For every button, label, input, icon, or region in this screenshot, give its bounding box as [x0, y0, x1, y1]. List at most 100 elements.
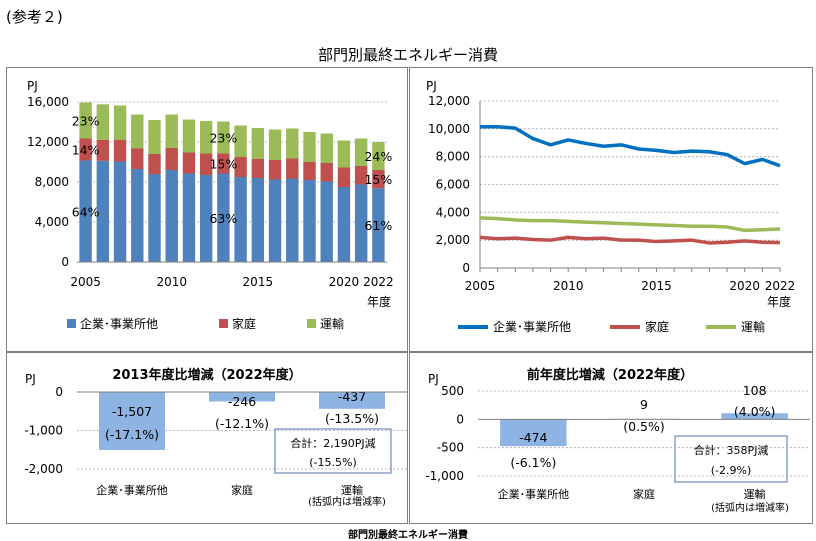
total-line-2: (-15.5%)	[309, 456, 357, 469]
y-unit-label: PJ	[428, 372, 439, 386]
y-tick-label: -500	[437, 441, 464, 455]
category-label: 家庭	[633, 487, 655, 501]
bar-segment	[79, 138, 92, 161]
rate-note: (括弧内は増減率)	[711, 501, 789, 514]
bar-segment	[337, 167, 351, 187]
total-box-frame	[274, 428, 392, 474]
bar-segment	[320, 163, 333, 182]
bar-segment	[268, 129, 282, 160]
bar-segment	[251, 178, 265, 262]
data-label: 63%	[209, 211, 237, 226]
data-label: 23%	[72, 114, 100, 129]
y-tick-label: 16,000	[27, 95, 69, 109]
bar-segment	[337, 140, 351, 168]
chart-title: 前年度比増減（2022年度）	[527, 367, 693, 383]
y-tick-label: 0	[462, 261, 470, 275]
legend-swatch-industry	[67, 319, 76, 328]
category-label: 企業･事業所他	[96, 483, 168, 497]
bar-segment	[372, 170, 385, 189]
bar-segment	[182, 119, 196, 153]
data-label: 23%	[209, 131, 237, 146]
diff-bar	[209, 392, 275, 402]
bar-segment	[131, 169, 144, 262]
line-chart: PJ 年度 企業･事業所他 家庭 運輸 0 2,000 4,000 6,000 8,00…	[426, 79, 796, 334]
y-tick-label: 12,000	[27, 135, 69, 149]
legend: 企業･事業所他 家庭 運輸	[67, 316, 344, 331]
category-label: 家庭	[231, 483, 253, 497]
bar-segment	[113, 140, 127, 162]
series-line	[480, 124, 781, 168]
data-label: 61%	[364, 218, 392, 233]
y-tick-label: 8,000	[436, 150, 470, 164]
category-label: 企業･事業所他	[498, 487, 570, 501]
value-label: 108	[743, 383, 767, 398]
x-tick-label: 2020	[729, 279, 760, 293]
bar-segment	[372, 188, 385, 262]
data-label: 24%	[364, 149, 392, 164]
category-label: 運輸	[744, 487, 766, 501]
data-label: 64%	[72, 204, 100, 219]
bar-segment	[320, 133, 333, 163]
x-tick-label: 2005	[70, 275, 101, 289]
bar-segment	[182, 152, 196, 174]
rate-label: (-13.5%)	[325, 411, 379, 426]
rate-label: (-12.1%)	[215, 416, 269, 431]
stacked-bar-chart: PJ 年度 企業･事業所他 家庭 運輸 0 4,000 8,000 12,000 16,…	[27, 79, 394, 331]
chart-title: 2013年度比増減（2022年度）	[112, 367, 301, 383]
y-tick-label: 4,000	[436, 205, 470, 219]
bar-segment	[96, 104, 110, 140]
bar-segment	[234, 177, 247, 262]
x-tick-label: 2005	[465, 279, 496, 293]
y-tick-label: 500	[441, 384, 464, 398]
data-label: 15%	[209, 157, 237, 172]
total-box: 合計：358PJ減 (-2.9%)	[674, 435, 788, 483]
legend: 企業･事業所他 家庭 運輸	[458, 319, 765, 334]
bar-segment	[148, 174, 161, 262]
bar-segment	[148, 120, 161, 154]
total-line-2: (-2.9%)	[711, 464, 752, 477]
bar-segment	[234, 157, 247, 177]
bar-segment	[337, 187, 351, 262]
value-label: -474	[519, 430, 547, 445]
total-line-1: 合計：2,190PJ減	[290, 436, 375, 450]
diff-bar	[500, 419, 567, 447]
bar-segment	[372, 142, 385, 170]
bar-segment	[182, 173, 196, 262]
y-tick-label: -1,000	[24, 424, 63, 438]
bar-segment	[79, 102, 92, 139]
legend-swatch-household	[219, 319, 228, 328]
bar-segment	[268, 179, 282, 262]
y-tick-label: -2,000	[24, 462, 63, 476]
total-box: 合計：2,190PJ減 (-15.5%)	[274, 428, 392, 474]
value-label: -1,507	[112, 404, 152, 419]
y-tick-label: 2,000	[436, 233, 470, 247]
bar-segment	[303, 162, 316, 180]
x-tick-label: 2022	[765, 279, 796, 293]
legend-swatch-transport	[307, 319, 316, 328]
bar-segment	[268, 160, 282, 180]
rate-label: (0.5%)	[623, 419, 665, 434]
diff-prev-panel: 前年度比増減（2022年度） PJ 合計：358PJ減 (-2.9%) (括弧内…	[409, 352, 813, 524]
bar-segment	[199, 121, 213, 154]
x-unit-label: 年度	[767, 294, 791, 309]
y-tick-label: 10,000	[428, 122, 470, 136]
legend-label-industry: 企業･事業所他	[493, 319, 571, 334]
bar-segment	[148, 154, 161, 174]
y-tick-label: 12,000	[428, 94, 470, 108]
x-tick-label: 2022	[363, 275, 394, 289]
rate-label: (-6.1%)	[510, 455, 556, 470]
x-unit-label: 年度	[367, 294, 391, 309]
legend-label-transport: 運輸	[320, 316, 344, 331]
rate-label: (4.0%)	[734, 404, 776, 419]
bar-segment	[217, 153, 230, 174]
bar-segment	[320, 181, 333, 262]
value-label: -246	[228, 394, 256, 409]
bar-segment	[199, 175, 213, 262]
bar-segment	[286, 158, 299, 179]
page-title: 部門別最終エネルギー消費	[317, 46, 498, 64]
bar-segment	[286, 128, 299, 159]
y-tick-label: 0	[61, 255, 69, 269]
value-label: -437	[338, 389, 366, 404]
bar-segment	[286, 178, 299, 262]
y-tick-label: -1,000	[425, 469, 464, 483]
